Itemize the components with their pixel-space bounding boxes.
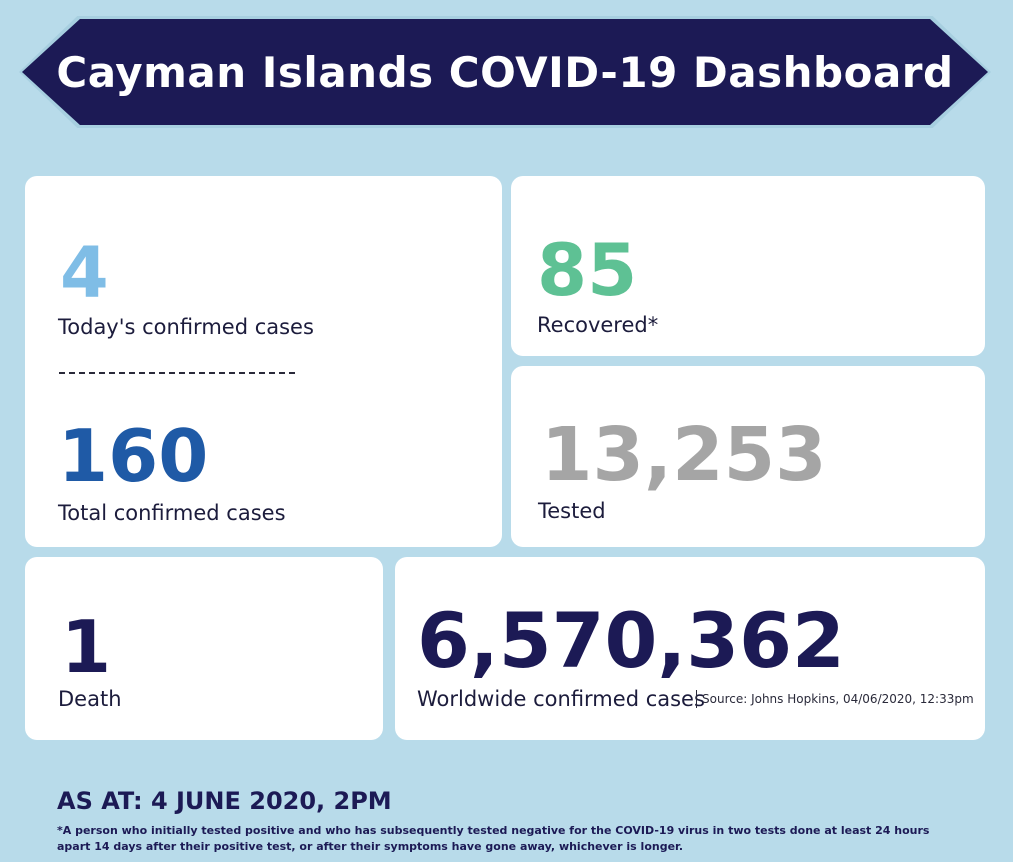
todays-confirmed-label: Today's confirmed cases <box>58 315 314 339</box>
tested-label: Tested <box>538 499 606 523</box>
dashed-divider <box>59 372 295 374</box>
tested-value: 13,253 <box>541 412 827 498</box>
recovered-label: Recovered* <box>537 313 659 337</box>
recovered-footnote: *A person who initially tested positive … <box>57 824 930 853</box>
recovered-value: 85 <box>537 228 638 312</box>
worldwide-card: 6,570,362 Worldwide confirmed cases Sour… <box>395 557 985 740</box>
source-note: Source: Johns Hopkins, 04/06/2020, 12:33… <box>696 690 974 708</box>
recovered-card: 85 Recovered* <box>511 176 985 356</box>
total-confirmed-label: Total confirmed cases <box>58 501 286 525</box>
death-value: 1 <box>61 605 112 689</box>
worldwide-value: 6,570,362 <box>417 596 845 685</box>
death-card: 1 Death <box>25 557 383 740</box>
confirmed-cases-card: 4 Today's confirmed cases 160 Total conf… <box>25 176 502 547</box>
death-label: Death <box>58 687 122 711</box>
page-title: Cayman Islands COVID-19 Dashboard <box>56 47 954 97</box>
tested-card: 13,253 Tested <box>511 366 985 547</box>
todays-confirmed-value: 4 <box>60 232 109 314</box>
total-confirmed-value: 160 <box>58 414 209 498</box>
as-at-date: AS AT: 4 JUNE 2020, 2PM <box>57 787 392 815</box>
title-banner: Cayman Islands COVID-19 Dashboard <box>22 19 988 125</box>
worldwide-label: Worldwide confirmed cases <box>417 687 705 711</box>
